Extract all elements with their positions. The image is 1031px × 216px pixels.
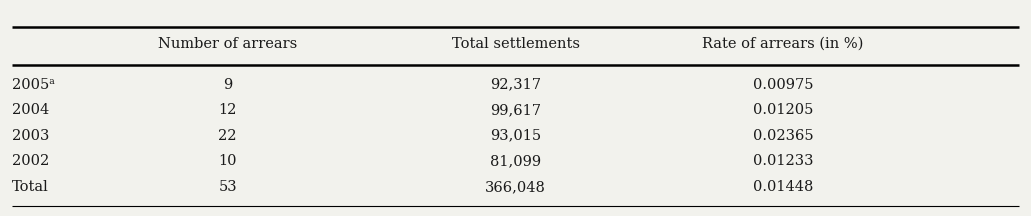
Text: 92,317: 92,317	[490, 78, 541, 92]
Text: 53: 53	[219, 180, 237, 194]
Text: Total settlements: Total settlements	[452, 37, 579, 51]
Text: 12: 12	[219, 103, 237, 117]
Text: 0.02365: 0.02365	[753, 129, 813, 143]
Text: 9: 9	[223, 78, 232, 92]
Text: 2004: 2004	[11, 103, 48, 117]
Text: 0.01233: 0.01233	[753, 154, 813, 168]
Text: 0.01448: 0.01448	[753, 180, 813, 194]
Text: 0.00975: 0.00975	[753, 78, 813, 92]
Text: 81,099: 81,099	[490, 154, 541, 168]
Text: Rate of arrears (in %): Rate of arrears (in %)	[702, 37, 864, 51]
Text: 99,617: 99,617	[490, 103, 541, 117]
Text: 22: 22	[219, 129, 237, 143]
Text: 93,015: 93,015	[490, 129, 541, 143]
Text: 366,048: 366,048	[485, 180, 546, 194]
Text: Number of arrears: Number of arrears	[158, 37, 297, 51]
Text: 0.01205: 0.01205	[753, 103, 813, 117]
Text: 2002: 2002	[11, 154, 48, 168]
Text: 10: 10	[219, 154, 237, 168]
Text: 2005ᵃ: 2005ᵃ	[11, 78, 55, 92]
Text: Total: Total	[11, 180, 48, 194]
Text: 2003: 2003	[11, 129, 49, 143]
